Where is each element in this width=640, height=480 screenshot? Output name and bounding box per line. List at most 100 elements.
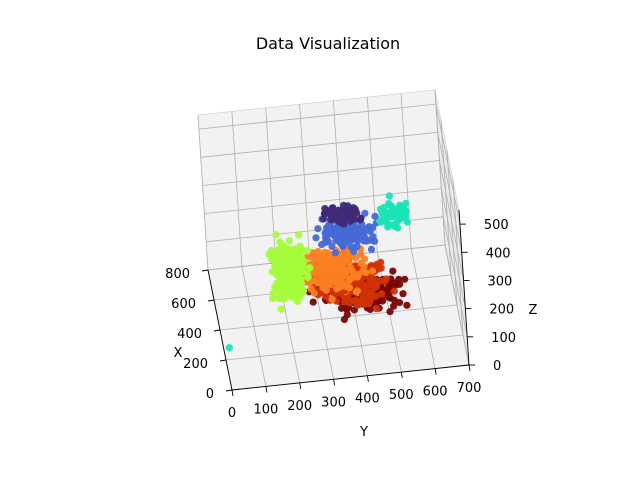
scatter-point <box>313 264 321 273</box>
scatter-point <box>325 258 333 266</box>
x-tick-mark <box>225 389 233 392</box>
scatter-point <box>376 205 385 213</box>
scatter-point <box>268 294 277 303</box>
scatter-point <box>342 256 350 264</box>
scatter-point <box>383 219 392 228</box>
gridline-z-back <box>202 160 440 186</box>
y-tick-mark <box>299 382 302 389</box>
scatter-point <box>356 216 364 224</box>
scatter-point <box>296 242 304 250</box>
scatter-point <box>286 274 294 282</box>
scatter-point <box>340 315 348 324</box>
scatter-point <box>361 209 369 217</box>
scatter-point <box>306 264 314 272</box>
scatter-point <box>314 225 322 233</box>
scatter-point <box>333 267 341 275</box>
scatter-point <box>371 237 379 245</box>
scatter-point <box>353 273 362 281</box>
scatter-point <box>269 289 277 297</box>
scatter-point <box>272 231 280 239</box>
scatter-point <box>383 208 391 216</box>
y-tick-mark <box>231 389 234 397</box>
gridline-y-back <box>299 104 310 260</box>
scatter-point <box>350 247 358 255</box>
gridline-z-side <box>437 132 463 253</box>
scatter-point <box>352 227 361 235</box>
scatter-point <box>350 215 358 223</box>
scatter-point <box>346 274 354 283</box>
scatter-point <box>274 246 282 254</box>
scatter-point <box>298 265 306 273</box>
scatter-point <box>365 225 373 233</box>
scatter-point <box>272 284 281 292</box>
scatter-point <box>342 268 350 276</box>
scatter-point <box>396 299 404 307</box>
scatter-point <box>368 267 377 275</box>
scatter-point <box>362 237 370 245</box>
scatter-point <box>295 231 303 239</box>
scatter-point <box>272 253 280 261</box>
y-tick-label: 500 <box>389 388 414 403</box>
scatter-point <box>377 264 385 272</box>
y-tick-mark <box>400 372 403 379</box>
scatter-point <box>389 267 397 275</box>
scatter-point <box>338 280 346 288</box>
scatter-point <box>341 298 349 306</box>
x-tick-label: 0 <box>206 387 214 402</box>
scatter-point <box>329 274 337 282</box>
gridline-y-back <box>231 111 243 267</box>
scatter-point <box>342 238 350 247</box>
scatter-point <box>274 294 283 302</box>
scatter-point <box>331 249 339 257</box>
scatter-point <box>361 291 369 299</box>
scatter-point <box>324 280 332 288</box>
scatter-point <box>273 259 281 267</box>
y-axis-line <box>231 364 470 391</box>
scatter-point <box>331 259 339 267</box>
z-tick-label: 0 <box>493 359 501 374</box>
y-tick-label: 700 <box>457 381 482 396</box>
scatter-point <box>265 250 273 258</box>
scatter-point <box>285 237 293 245</box>
axes <box>201 209 475 397</box>
scatter-point <box>366 305 374 314</box>
scatter-point <box>335 229 343 237</box>
scatter-point <box>382 275 390 283</box>
x-tick-label: 600 <box>171 297 196 312</box>
scatter-point <box>276 278 284 286</box>
scatter-point <box>349 235 357 243</box>
scatter-point <box>386 308 394 316</box>
scatter-point <box>366 297 374 305</box>
scatter-point <box>345 225 353 233</box>
scatter-point <box>319 284 327 292</box>
tick-labels: 0 200 400 600 800 0 100 200 300 400 500 600 700 0 100 2… <box>165 218 516 421</box>
x-tick-label: 200 <box>183 357 208 372</box>
gridline-z-back <box>200 131 438 158</box>
scatter-point <box>328 295 336 303</box>
gridline-z-back <box>204 188 442 214</box>
scatter-point <box>362 269 370 277</box>
y-tick-label: 200 <box>287 399 312 414</box>
scatter-point <box>277 305 285 313</box>
gridline-x-floor <box>219 304 458 331</box>
y-tick-mark <box>468 364 471 372</box>
x-tick-mark <box>213 329 221 332</box>
scatter-point <box>341 250 349 258</box>
scatter-point <box>321 229 329 237</box>
z-tick-label: 300 <box>488 275 513 290</box>
scatter-point <box>328 242 336 251</box>
scatter-point <box>392 213 400 221</box>
scatter-point <box>390 302 398 310</box>
scatter-point <box>396 280 404 288</box>
y-tick-label: 400 <box>355 392 380 407</box>
y-tick-label: 0 <box>228 406 236 421</box>
scatter-point <box>284 248 292 256</box>
gridline-z-side <box>442 216 468 337</box>
scatter-point <box>372 305 380 313</box>
scatter-point <box>303 247 311 255</box>
scatter-point <box>307 285 315 293</box>
x-tick-label: 400 <box>177 327 202 342</box>
scatter-point <box>376 277 384 285</box>
gridline-z-side <box>441 188 466 309</box>
scatter-point <box>297 281 305 289</box>
